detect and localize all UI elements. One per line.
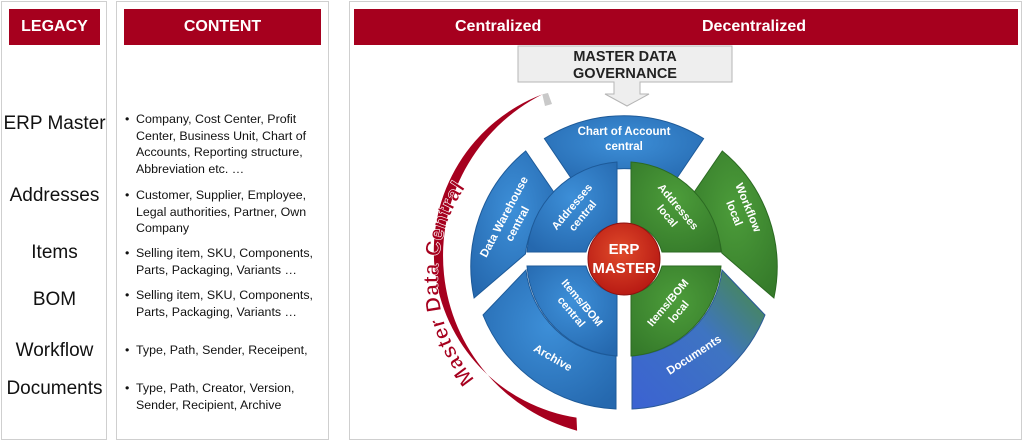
quadrant-addresses-central xyxy=(526,161,618,253)
content-item-workflow: • Type, Path, Sender, Receipent, xyxy=(125,343,308,357)
legacy-item-bom: BOM xyxy=(32,289,77,310)
content-item-addresses: • Customer, Supplier, Employee, Legal au… xyxy=(125,188,307,235)
quadrant-addresses-local xyxy=(630,161,722,253)
erp-master-center xyxy=(587,222,661,296)
center-label-line1: ERP xyxy=(609,241,640,258)
legacy-item-erp-master: ERP Master xyxy=(3,113,106,134)
content-panel: CONTENT • Company, Cost Center, Profit C… xyxy=(116,1,329,440)
quadrant-items-bom-local xyxy=(630,265,722,357)
diagram-header: Centralized Decentralized xyxy=(354,9,1018,45)
content-item-items: • Selling item, SKU, Components, Parts, … xyxy=(125,246,313,277)
legacy-header: LEGACY xyxy=(9,9,100,45)
content-item-erp-master: • Company, Cost Center, Profit Center, B… xyxy=(125,112,307,176)
legacy-item-documents: Documents xyxy=(6,378,103,399)
legacy-item-workflow: Workflow xyxy=(15,340,94,361)
arc-label: Master Data Central xyxy=(420,177,479,390)
header-centralized: Centralized xyxy=(455,18,542,35)
legacy-item-addresses: Addresses xyxy=(9,185,100,206)
governance-callout-line1: MASTER DATA xyxy=(573,49,677,65)
legacy-item-items: Items xyxy=(31,242,78,263)
content-item-bom: • Selling item, SKU, Components, Parts, … xyxy=(125,288,313,319)
legacy-panel: LEGACY ERP Master Addresses Items BOM Wo… xyxy=(1,1,107,440)
content-item-documents: • Type, Path, Creator, Version, Sender, … xyxy=(125,381,295,412)
governance-callout xyxy=(517,45,733,107)
chart-of-account-label-line1: Chart of Account xyxy=(578,126,671,138)
content-header: CONTENT xyxy=(124,9,321,45)
quadrant-items-bom-central xyxy=(526,265,618,357)
header-decentralized: Decentralized xyxy=(702,18,807,35)
chart-of-account-label-line2: central xyxy=(605,141,643,153)
governance-callout-line2: GOVERNANCE xyxy=(573,66,677,82)
center-label-line2: MASTER xyxy=(592,260,656,277)
